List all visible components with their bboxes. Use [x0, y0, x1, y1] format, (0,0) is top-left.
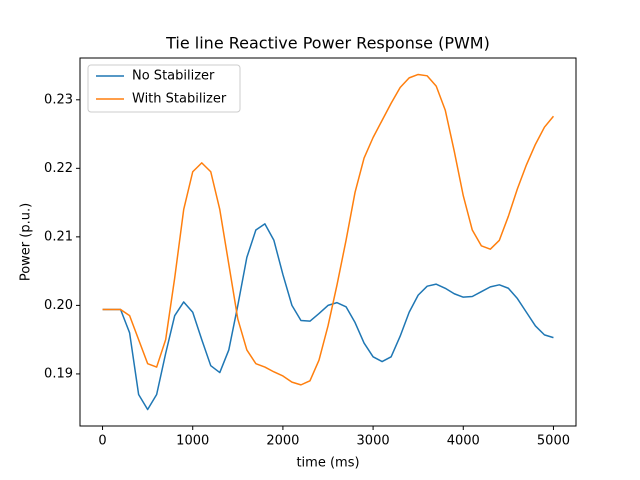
x-tick-label: 4000 [447, 434, 480, 449]
series-line [102, 73, 555, 386]
y-tick-label: 0.20 [44, 298, 73, 313]
x-tick-label: 3000 [357, 434, 390, 449]
legend-label: With Stabilizer [132, 92, 227, 107]
legend-box [87, 64, 241, 113]
y-tick-label: 0.21 [44, 229, 73, 244]
x-tick-label: 0 [98, 434, 106, 449]
x-tick-label: 1000 [176, 434, 209, 449]
chart-title: Tie line Reactive Power Response (PWM) [165, 34, 490, 53]
y-tick-label: 0.23 [44, 92, 73, 107]
y-tick-label: 0.19 [44, 366, 73, 381]
plot-frame [79, 57, 577, 427]
series-line [102, 223, 554, 411]
x-tick-label: 2000 [266, 434, 299, 449]
legend-label: No Stabilizer [132, 69, 215, 84]
y-tick-label: 0.22 [44, 161, 73, 176]
x-axis-label: time (ms) [296, 456, 359, 471]
y-axis-label: Power (p.u.) [19, 203, 34, 281]
x-tick-label: 5000 [537, 434, 570, 449]
